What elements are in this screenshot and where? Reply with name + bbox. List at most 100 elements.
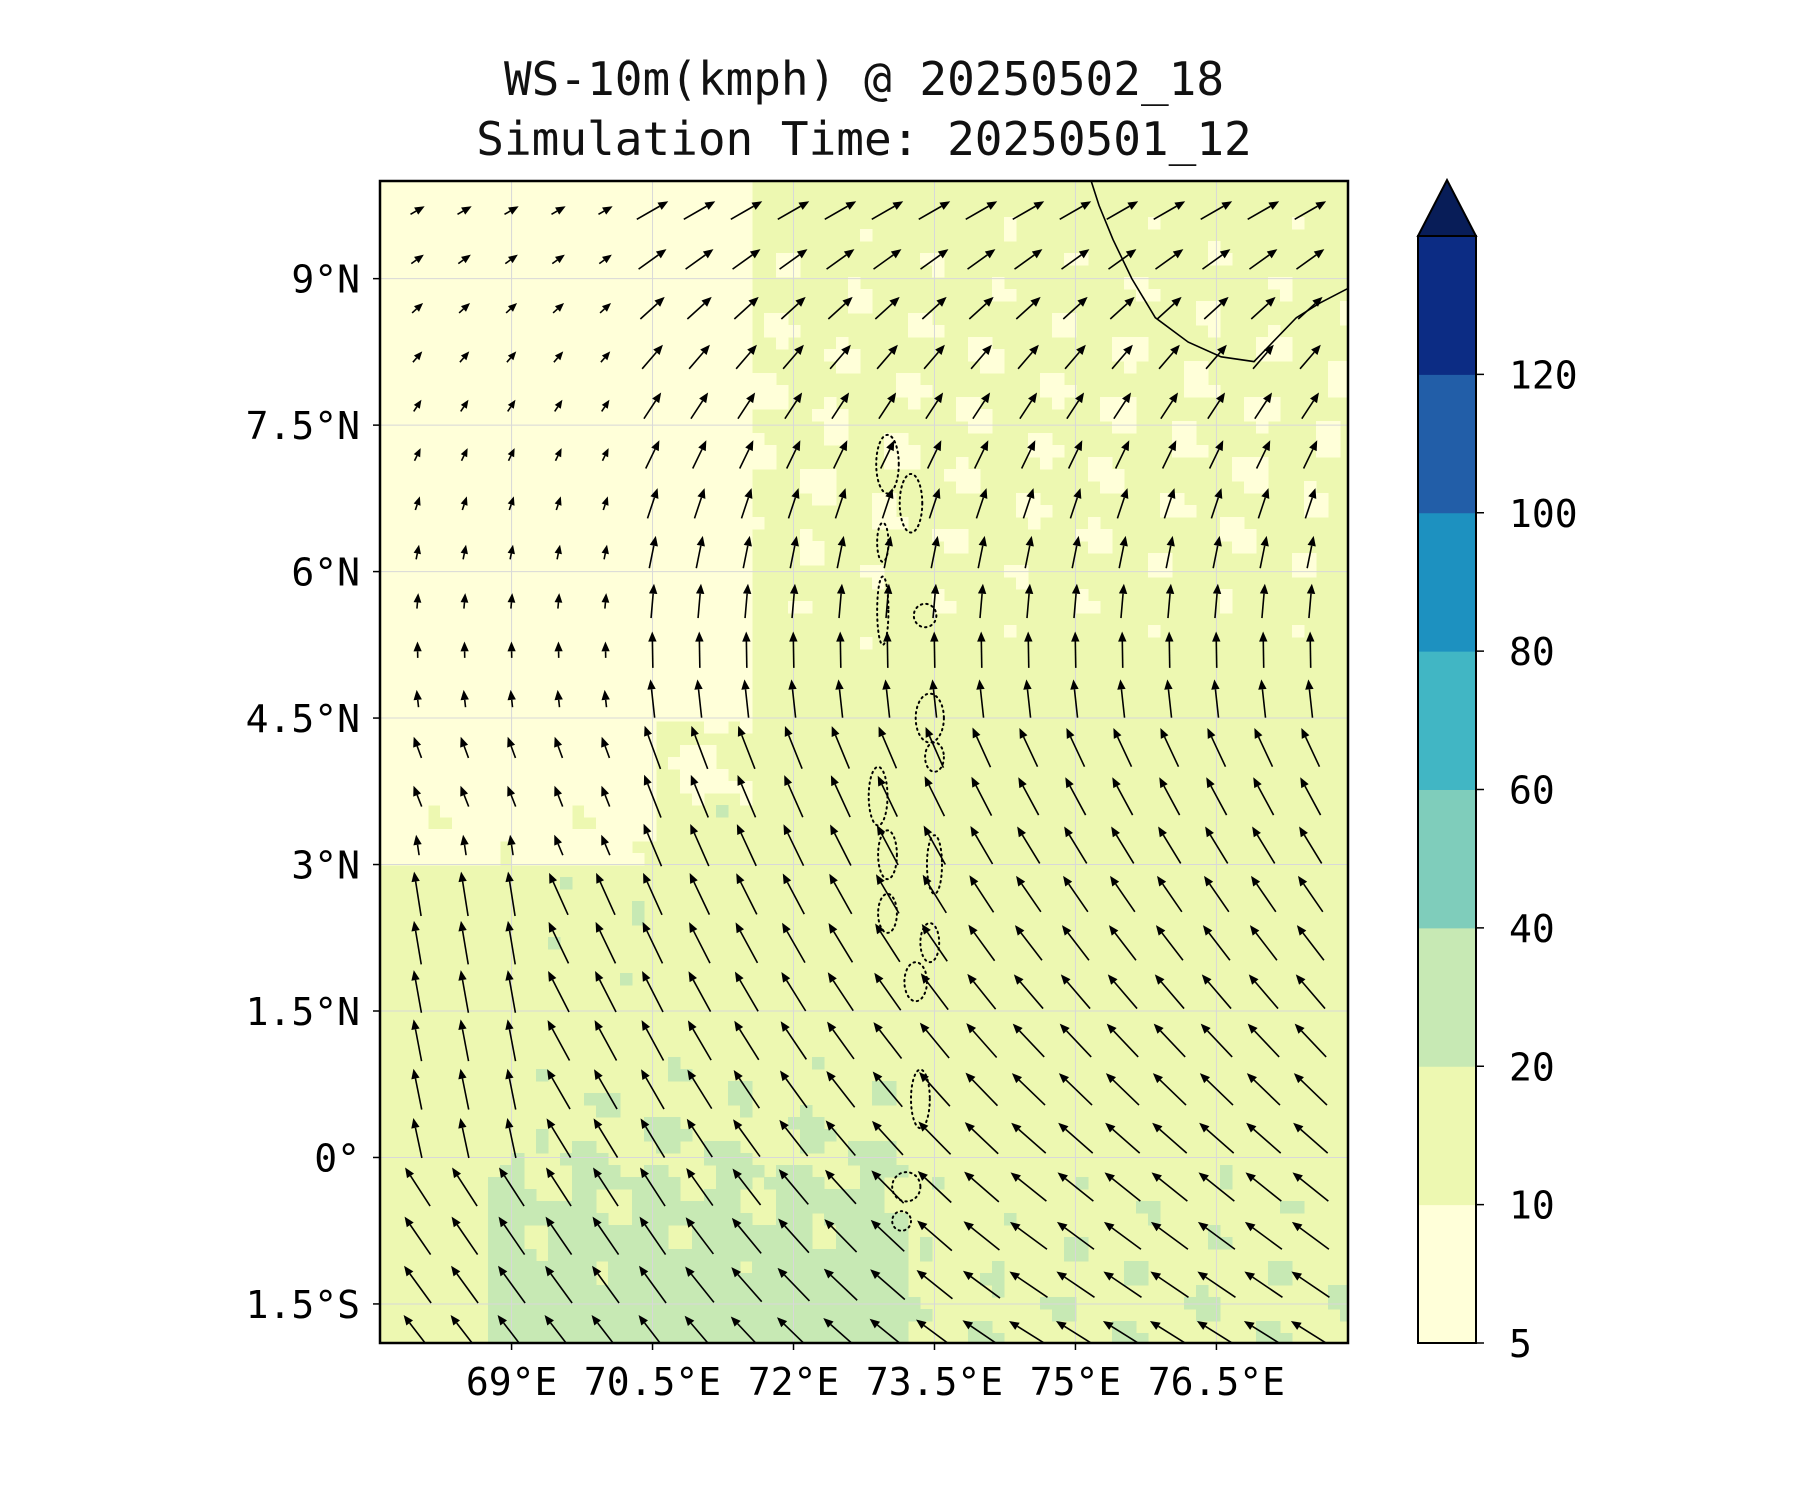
wind-speed-cell [920,325,933,338]
wind-vector-shaft [683,205,707,220]
wind-speed-cell [620,1333,633,1343]
wind-speed-cell [644,181,657,194]
wind-speed-cell [560,1153,573,1166]
wind-speed-cell [488,1225,501,1238]
wind-speed-cell [824,433,837,446]
wind-vector [734,1020,760,1061]
wind-speed-cell [824,1249,837,1262]
wind-speed-cell [716,325,729,338]
wind-vector-head [921,924,931,935]
wind-vector-head [411,871,420,883]
wind-speed-cell [1220,601,1233,614]
wind-speed-cell [392,385,405,398]
wind-speed-cell [572,721,585,734]
wind-vector-head [923,825,933,837]
wind-vector-shaft [1257,736,1274,768]
wind-speed-cell [452,481,465,494]
wind-vector-shaft [735,351,751,370]
wind-vector-head [653,344,663,356]
wind-speed-cell [680,553,693,566]
wind-speed-cell [728,541,741,554]
wind-vector [1066,392,1085,420]
wind-vector-shaft [1111,1177,1141,1202]
wind-speed-cell [740,1213,753,1226]
wind-speed-cell [812,1141,825,1154]
wind-vector-shaft [973,932,996,962]
wind-speed-cell [800,1237,813,1250]
wind-speed-cell [704,577,717,590]
wind-vector [965,1072,999,1107]
wind-speed-cell [464,193,477,206]
wind-speed-cell [704,673,717,686]
wind-vector [411,970,423,1013]
wind-vector [878,392,897,420]
wind-speed-cell [548,769,561,782]
wind-speed-cell [776,1321,789,1334]
wind-vector-head [596,872,605,884]
wind-speed-cell [716,421,729,434]
wind-speed-cell [380,445,393,458]
wind-vector-head [1076,344,1086,356]
wind-vector-head [1296,925,1307,936]
wind-vector [733,296,759,320]
wind-speed-cell [728,709,741,722]
wind-speed-cell [860,1249,873,1262]
wind-speed-cell [380,217,393,230]
wind-speed-cell [692,1321,705,1334]
wind-speed-cell [632,277,645,290]
wind-speed-cell [500,193,513,206]
wind-vector [460,399,469,412]
wind-speed-cell [512,1261,525,1274]
wind-speed-cell [668,313,681,326]
wind-vector-head [837,535,846,547]
wind-speed-cell [728,217,741,230]
wind-vector [404,1216,432,1255]
wind-speed-cell [584,829,597,842]
wind-speed-cell [716,1213,729,1226]
wind-speed-cell [632,829,645,842]
wind-vector [497,1315,521,1343]
wind-speed-cell [392,745,405,758]
wind-vector-head [411,1068,420,1080]
wind-speed-cell [776,1189,789,1202]
wind-speed-cell [536,589,549,602]
wind-speed-cell [680,529,693,542]
wind-speed-cell [1100,529,1113,542]
wind-speed-cell [668,1189,681,1202]
wind-speed-cell [1040,457,1053,470]
wind-speed-cell [1040,1297,1053,1310]
wind-vector-shaft [1112,1128,1141,1154]
wind-speed-cell [656,529,669,542]
wind-speed-cell [728,181,741,194]
wind-speed-cell [776,265,789,278]
wind-speed-cell [440,661,453,674]
map-frame [378,179,1350,1345]
wind-vector [643,774,662,818]
wind-speed-cell [380,385,393,398]
wind-speed-cell [500,277,513,290]
wind-vector [1058,1073,1093,1106]
wind-vector-shaft [1064,1276,1095,1298]
wind-vector [918,1121,952,1155]
wind-speed-cell [644,601,657,614]
wind-speed-cell [560,277,573,290]
wind-speed-cell [872,1153,885,1166]
wind-vector-shaft [831,400,845,420]
wind-speed-cell [596,673,609,686]
wind-speed-cell [416,229,429,242]
wind-vector-shaft [691,1224,715,1255]
wind-speed-cell [752,445,765,458]
wind-speed-cell [656,1321,669,1334]
wind-speed-cell [428,661,441,674]
wind-vector-shaft [1163,785,1181,816]
wind-speed-cell [392,253,405,266]
wind-speed-cell [440,301,453,314]
wind-speed-cell [452,757,465,770]
wind-speed-cell [428,277,441,290]
wind-speed-cell [488,301,501,314]
longitude-ticks: 69°E 70.5°E 72°E 73.5°E 75°E 76.5°E [466,1343,1285,1404]
wind-vector [737,775,757,818]
wind-vector [1305,679,1314,718]
wind-speed-cell [920,1249,933,1262]
wind-vector [1254,392,1273,420]
